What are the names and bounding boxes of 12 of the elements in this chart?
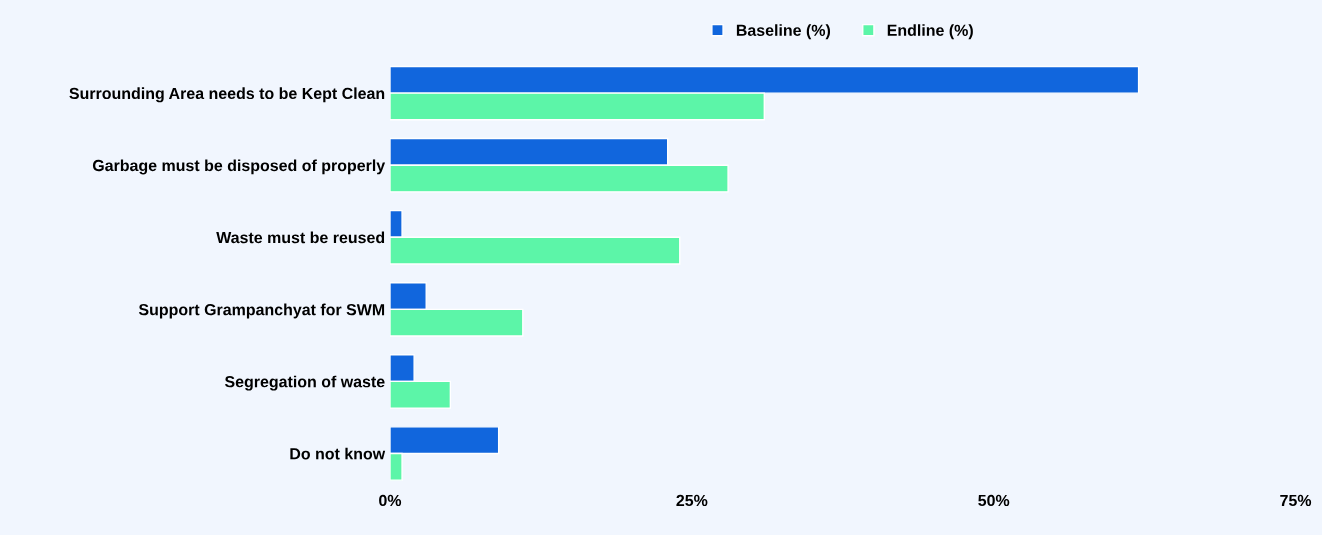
y-tick-label: Do not know: [290, 447, 386, 460]
x-tick-label: 75%: [1280, 494, 1312, 507]
x-tick-label: 0%: [379, 494, 402, 507]
y-tick-label: Segregation of waste: [224, 375, 385, 391]
legend-label: Endline (%): [887, 24, 973, 40]
y-tick-label: Waste must be reused: [216, 231, 385, 244]
y-tick-label: Surrounding Area needs to be Kept Clean: [69, 87, 385, 103]
x-tick-label: 50%: [978, 494, 1010, 507]
y-tick-label: Support Grampanchyat for SWM: [138, 303, 385, 319]
x-tick-label: 25%: [676, 494, 708, 507]
y-tick-label: Garbage must be disposed of properly: [92, 159, 386, 175]
legend-label: Baseline (%): [736, 24, 831, 40]
